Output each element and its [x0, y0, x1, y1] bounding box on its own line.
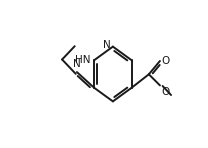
Text: N: N — [73, 59, 81, 69]
Text: HN: HN — [75, 55, 91, 65]
Text: O: O — [161, 56, 170, 66]
Text: O: O — [161, 87, 169, 97]
Text: N: N — [103, 40, 111, 50]
